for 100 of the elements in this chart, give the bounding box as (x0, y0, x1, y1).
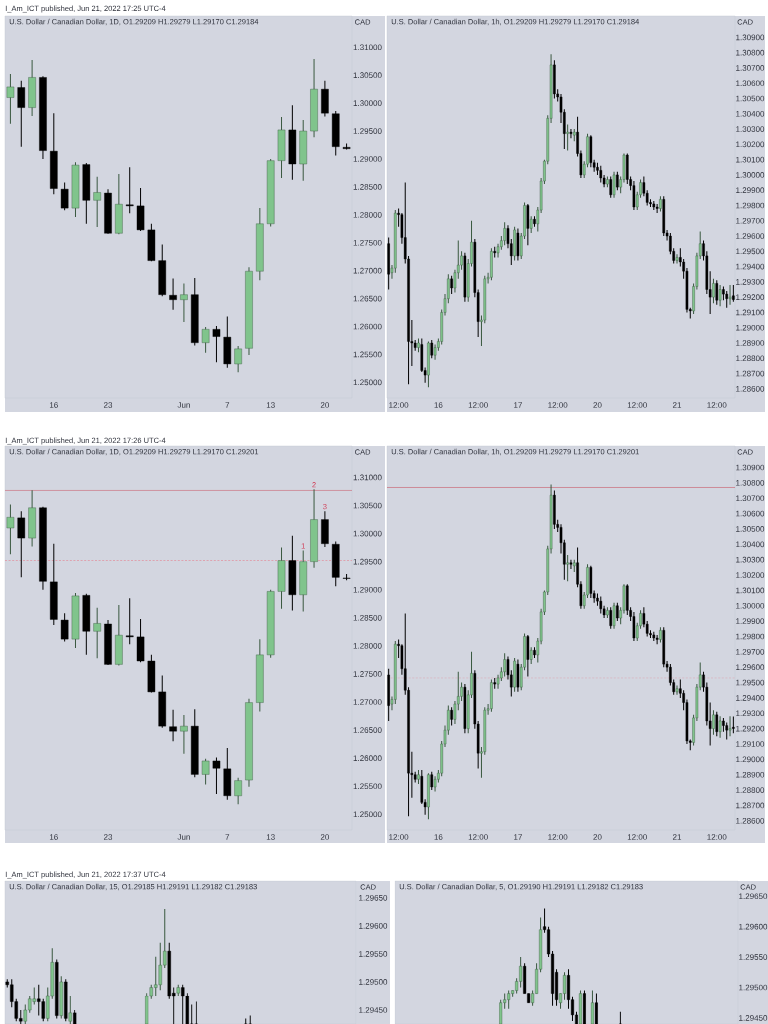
y-tick-label: 1.25500 (353, 783, 382, 790)
y-tick-label: 1.30000 (353, 530, 382, 537)
x-tick-label: 12:00 (548, 402, 568, 408)
y-tick-label: 1.29450 (359, 1007, 388, 1013)
x-tick-label: 23 (103, 834, 113, 840)
y-tick-label: 1.29600 (739, 923, 768, 930)
y-tick-label: 1.30000 (736, 172, 765, 178)
y-tick-label: 1.30800 (736, 480, 765, 486)
y-tick-label: 1.27000 (353, 699, 382, 705)
y-tick-label: 1.29500 (736, 679, 765, 686)
y-tick-label: 1.30800 (736, 49, 765, 56)
y-tick-label: 1.30600 (736, 510, 765, 517)
y-tick-label: 1.28700 (736, 370, 765, 377)
y-tick-label: 1.29500 (736, 248, 765, 255)
y-tick-label: 1.29200 (736, 725, 765, 732)
x-tick-label: 12:00 (548, 834, 568, 840)
y-tick-label: 1.29200 (736, 294, 765, 300)
x-tick-label: 12:00 (627, 402, 647, 408)
x-tick-label: 17 (514, 402, 522, 408)
y-tick-label: 1.29900 (736, 618, 765, 624)
y-tick-label: 1.28500 (353, 614, 382, 621)
x-tick-label: 20 (593, 834, 602, 840)
x-tick-label: 23 (103, 402, 113, 408)
y-tick-label: 1.29700 (736, 649, 765, 655)
y-tick-label: 1.29500 (359, 979, 388, 985)
y-tick-label: 1.29800 (736, 633, 765, 640)
x-tick-label: Jun (177, 402, 190, 408)
y-tick-label: 1.29650 (359, 895, 388, 901)
y-tick-label: 1.28500 (353, 184, 382, 190)
x-tick-label: 7 (225, 834, 230, 840)
y-tick-label: 1.30300 (736, 556, 765, 563)
x-tick-label: 20 (593, 402, 602, 408)
y-tick-label: 1.28000 (353, 643, 382, 649)
y-tick-label: 1.29000 (353, 156, 382, 162)
x-tick-label: 12:00 (389, 834, 409, 840)
x-tick-label: 21 (672, 402, 682, 408)
y-tick-label: 1.29600 (736, 233, 765, 239)
y-tick-label: 1.29550 (739, 954, 768, 960)
y-tick-label: 1.28700 (736, 802, 765, 809)
y-tick-label: 1.29550 (359, 951, 388, 957)
y-tick-label: 1.29600 (736, 664, 765, 671)
y-tick-label: 1.28000 (353, 211, 382, 218)
y-tick-label: 1.25000 (353, 811, 382, 818)
x-tick-label: 12:00 (627, 834, 647, 840)
x-tick-label: Jun (177, 834, 190, 840)
y-tick-label: 1.29300 (736, 279, 765, 285)
y-tick-label: 1.27500 (353, 239, 382, 246)
y-tick-label: 1.27000 (353, 267, 382, 274)
x-tick-label: 16 (49, 834, 58, 840)
y-tick-label: 1.25500 (353, 351, 382, 358)
x-tick-label: 12:00 (468, 834, 488, 840)
y-tick-label: 1.30500 (353, 502, 382, 509)
x-tick-label: 12:00 (389, 402, 409, 408)
y-tick-label: 1.30400 (736, 541, 765, 548)
y-tick-label: 1.26000 (353, 323, 382, 330)
y-tick-label: 1.30600 (736, 80, 765, 87)
y-tick-label: 1.29500 (739, 984, 768, 991)
y-tick-label: 1.29450 (739, 1015, 768, 1021)
y-tick-label: 1.30400 (736, 110, 765, 117)
x-tick-label: 16 (49, 402, 58, 408)
y-tick-label: 1.29700 (736, 217, 765, 224)
y-tick-label: 1.29900 (736, 187, 765, 194)
y-tick-label: 1.29400 (736, 695, 765, 701)
x-tick-label: 21 (672, 834, 682, 840)
y-tick-label: 1.31000 (353, 44, 382, 51)
y-tick-label: 1.30000 (353, 100, 382, 106)
x-tick-label: 12:00 (707, 834, 727, 840)
y-tick-label: 1.29400 (736, 263, 765, 270)
y-tick-label: 1.28600 (736, 817, 765, 824)
y-tick-label: 1.29800 (736, 202, 765, 209)
y-tick-label: 1.30500 (353, 72, 382, 79)
y-tick-label: 1.29600 (359, 923, 388, 929)
y-tick-label: 1.29000 (353, 586, 382, 593)
y-tick-label: 1.28800 (736, 355, 765, 362)
y-tick-label: 1.30500 (736, 95, 765, 102)
y-tick-label: 1.29650 (739, 893, 768, 900)
y-tick-label: 1.30900 (736, 464, 765, 471)
y-tick-label: 1.26500 (353, 727, 382, 733)
y-tick-label: 1.30100 (736, 587, 765, 594)
y-tick-label: 1.30100 (736, 156, 765, 163)
y-tick-label: 1.30500 (736, 526, 765, 532)
y-tick-label: 1.29000 (736, 756, 765, 763)
y-tick-label: 1.30700 (736, 65, 765, 71)
x-tick-label: 13 (266, 834, 275, 840)
x-tick-label: 16 (434, 402, 443, 408)
x-tick-label: 16 (434, 834, 443, 840)
y-tick-label: 1.31000 (353, 474, 382, 481)
y-tick-label: 1.29100 (736, 741, 765, 747)
y-tick-label: 1.28900 (736, 771, 765, 778)
x-tick-label: 12:00 (468, 402, 488, 408)
x-tick-label: 13 (266, 402, 275, 408)
y-tick-label: 1.30200 (736, 141, 765, 148)
y-tick-label: 1.27500 (353, 671, 382, 677)
x-tick-label: 12:00 (707, 402, 727, 408)
y-tick-label: 1.30000 (736, 602, 765, 609)
y-tick-label: 1.26000 (353, 755, 382, 761)
y-tick-label: 1.29300 (736, 710, 765, 717)
x-tick-label: 17 (514, 834, 522, 840)
y-tick-label: 1.29500 (353, 128, 382, 134)
y-tick-label: 1.29000 (736, 324, 765, 331)
